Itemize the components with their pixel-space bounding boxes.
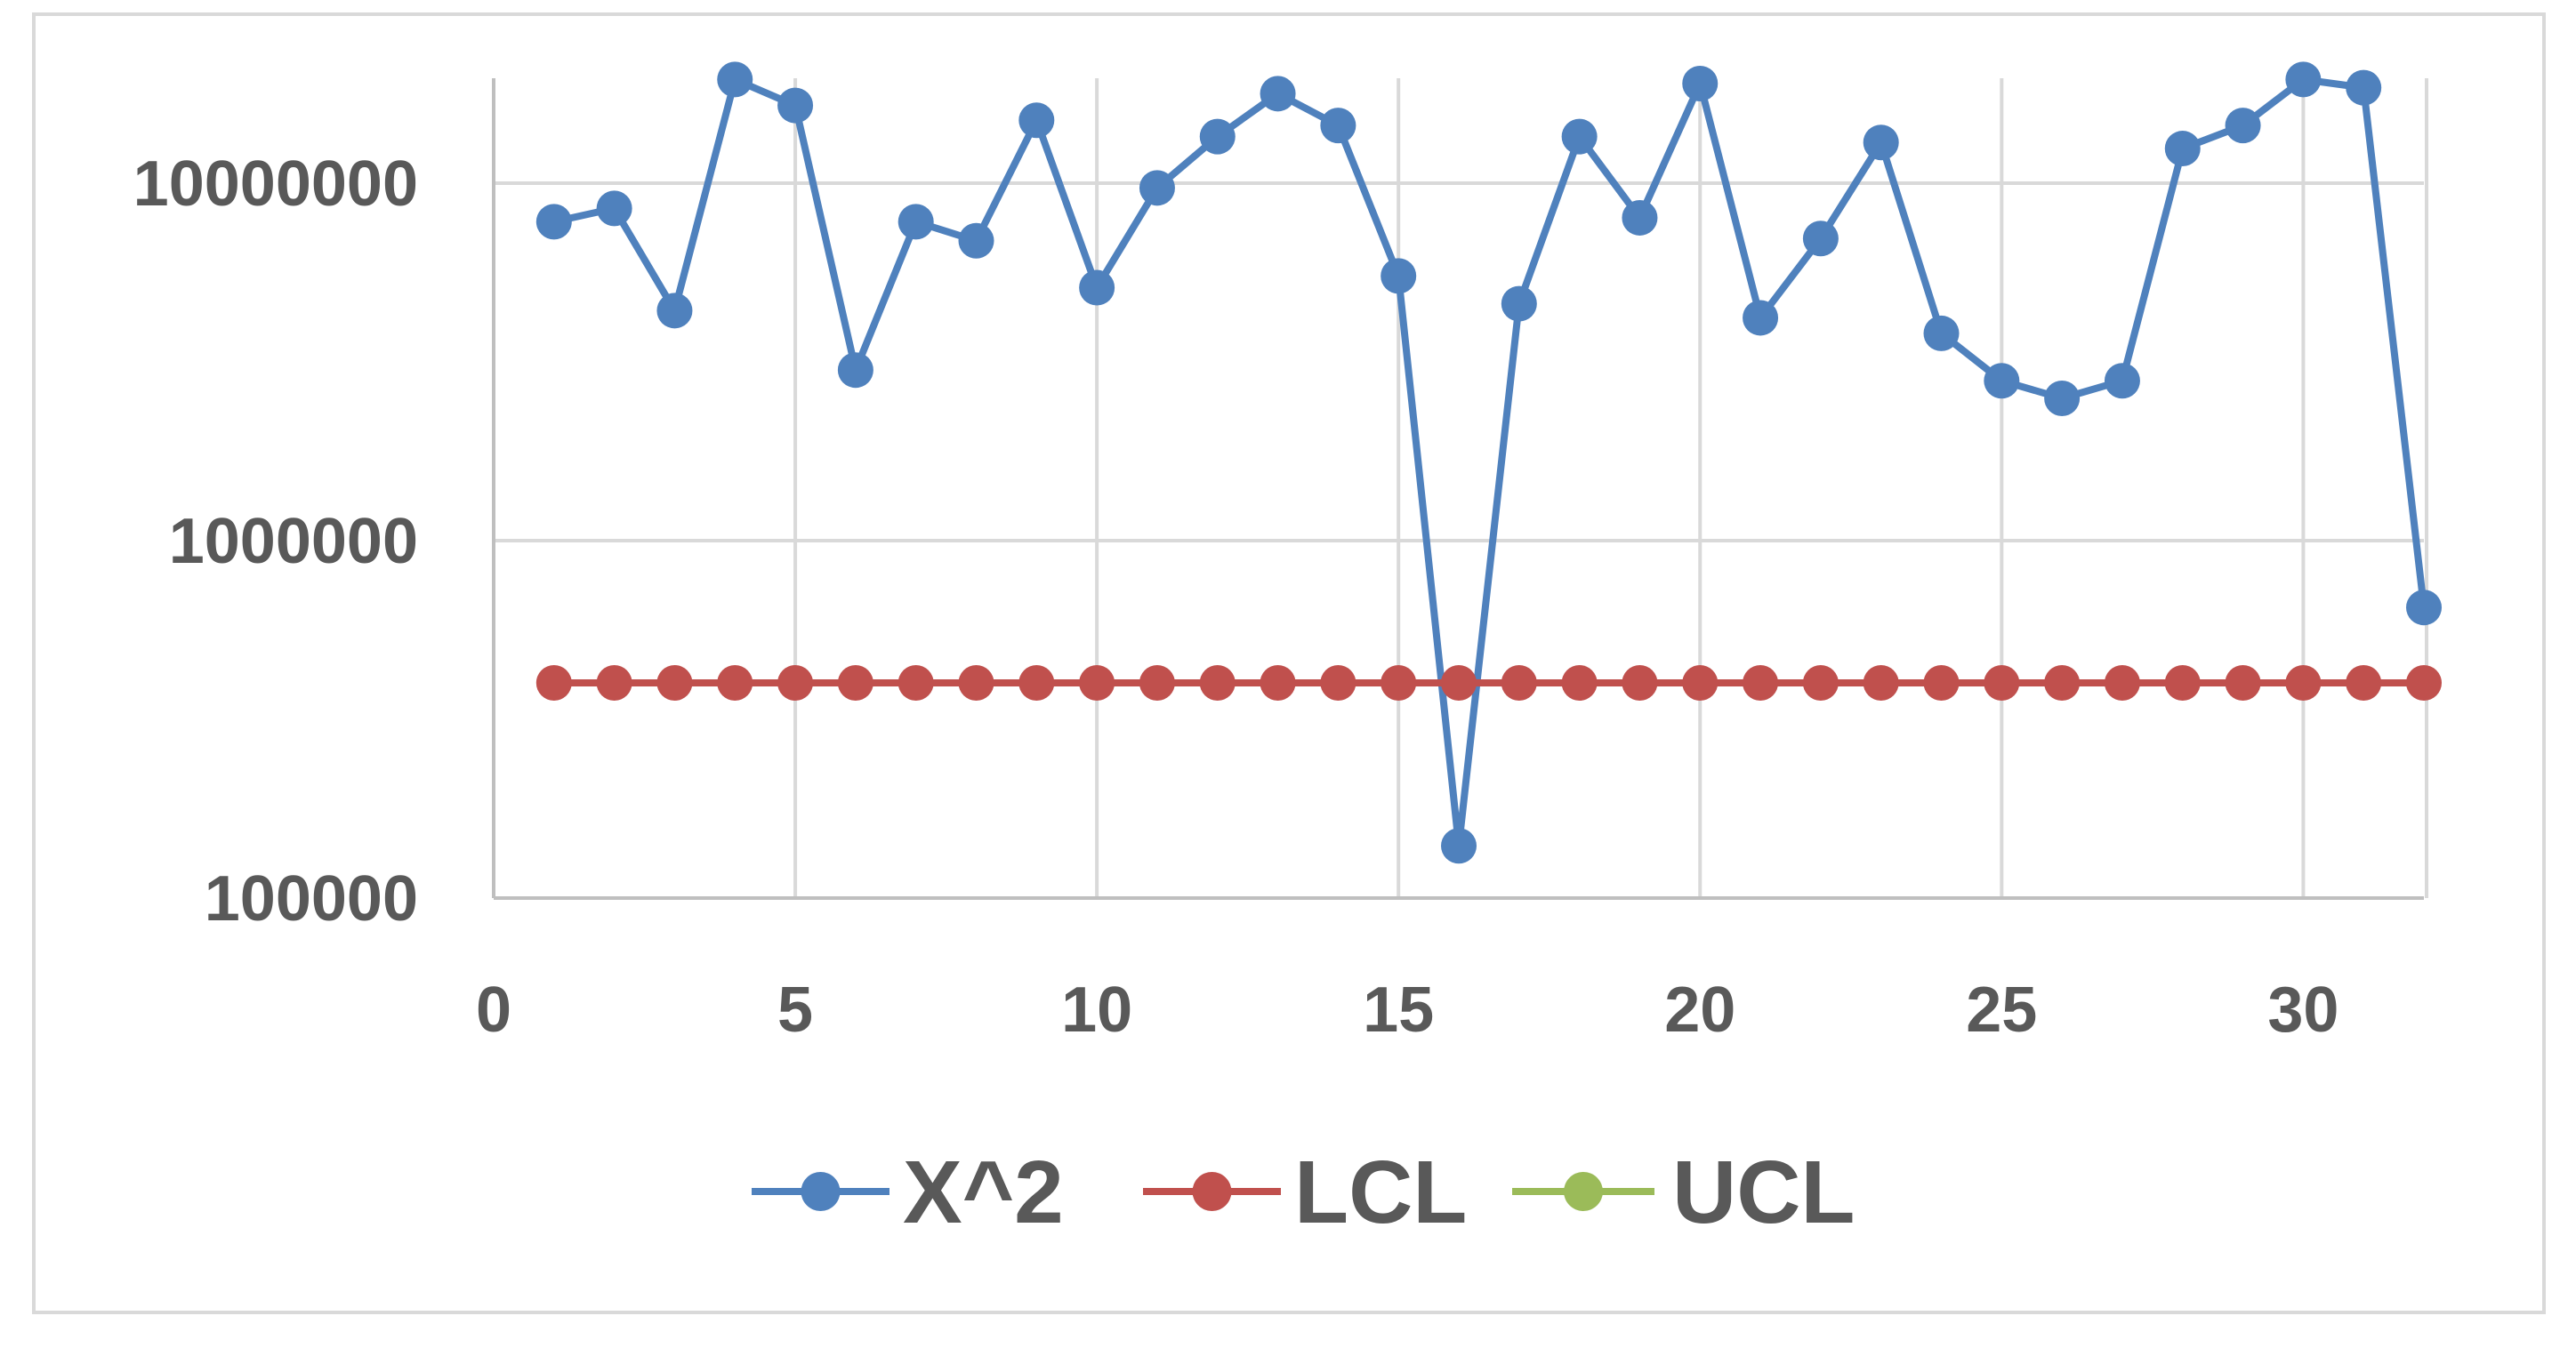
data-point-lcl <box>1079 664 1115 701</box>
data-point-x2 <box>1622 199 1658 236</box>
data-point-lcl <box>2104 664 2140 701</box>
data-point-x2 <box>1923 315 1960 351</box>
legend-label-x2: X^2 <box>903 1143 1064 1242</box>
data-point-x2 <box>1381 258 1417 294</box>
data-point-x2 <box>1139 170 1175 206</box>
data-point-x2 <box>777 87 814 124</box>
data-point-lcl <box>535 664 572 701</box>
data-point-x2 <box>596 190 632 227</box>
data-point-x2 <box>958 222 994 259</box>
data-point-x2 <box>1260 76 1296 112</box>
legend-marker-ucl <box>1564 1172 1603 1211</box>
y-tick-label: 10000000 <box>133 148 418 220</box>
data-point-x2 <box>717 61 753 98</box>
x-tick-label: 30 <box>2267 975 2339 1046</box>
x-tick-label: 20 <box>1664 975 1735 1046</box>
data-point-x2 <box>1561 118 1598 155</box>
data-point-lcl <box>656 664 693 701</box>
data-point-lcl <box>2164 664 2201 701</box>
x-tick-label: 5 <box>777 975 813 1046</box>
data-point-x2 <box>1682 65 1719 101</box>
chart-border <box>32 12 2546 1314</box>
data-point-x2 <box>1863 124 1899 161</box>
legend: X^2 LCL UCL <box>752 1143 1856 1242</box>
data-point-x2 <box>2346 69 2382 106</box>
data-point-lcl <box>1802 664 1839 701</box>
data-point-x2 <box>1441 828 1477 864</box>
data-point-x2 <box>898 204 934 240</box>
data-point-lcl <box>1260 664 1296 701</box>
data-point-lcl <box>2346 664 2382 701</box>
data-point-lcl <box>898 664 934 701</box>
y-tick-label: 100000 <box>205 863 418 935</box>
data-point-x2 <box>2164 131 2201 167</box>
x-tick-label: 15 <box>1363 975 1434 1046</box>
data-point-x2 <box>1501 285 1537 322</box>
data-point-x2 <box>1079 269 1115 306</box>
x-tick-label: 25 <box>1966 975 2037 1046</box>
x-tick-label: 10 <box>1061 975 1132 1046</box>
legend-marker-lcl <box>1192 1172 1232 1211</box>
data-point-lcl <box>1923 664 1960 701</box>
data-point-x2 <box>2225 108 2261 144</box>
data-point-lcl <box>1441 664 1477 701</box>
data-point-x2 <box>1802 221 1839 257</box>
data-point-x2 <box>1199 118 1236 155</box>
data-point-x2 <box>2285 61 2322 98</box>
data-point-x2 <box>2104 363 2140 399</box>
data-point-lcl <box>1682 664 1719 701</box>
data-point-x2 <box>656 293 693 329</box>
data-point-lcl <box>1381 664 1417 701</box>
data-point-lcl <box>1863 664 1899 701</box>
y-tick-label: 1000000 <box>169 506 418 577</box>
data-point-lcl <box>1501 664 1537 701</box>
data-point-lcl <box>837 664 873 701</box>
data-point-lcl <box>1139 664 1175 701</box>
data-point-lcl <box>2044 664 2081 701</box>
data-point-x2 <box>1984 363 2020 399</box>
data-point-lcl <box>1561 664 1598 701</box>
legend-label-ucl: UCL <box>1672 1143 1856 1242</box>
data-point-lcl <box>1743 664 1779 701</box>
data-point-lcl <box>596 664 632 701</box>
data-point-x2 <box>535 204 572 240</box>
data-point-x2 <box>2406 590 2442 626</box>
legend-label-lcl: LCL <box>1294 1143 1467 1242</box>
data-point-lcl <box>2285 664 2322 701</box>
data-point-lcl <box>958 664 994 701</box>
series-lines <box>535 61 2442 864</box>
data-point-x2 <box>1320 108 1356 144</box>
data-point-x2 <box>2044 381 2081 417</box>
data-point-lcl <box>777 664 814 701</box>
data-point-lcl <box>717 664 753 701</box>
data-point-x2 <box>1018 102 1055 139</box>
data-point-lcl <box>1984 664 2020 701</box>
data-point-x2 <box>837 352 873 389</box>
tick-labels: 100000 1000000 10000000 0 5 10 15 20 25 30 <box>133 148 2339 1046</box>
data-point-lcl <box>1320 664 1356 701</box>
data-point-lcl <box>1199 664 1236 701</box>
axes <box>492 78 2424 900</box>
data-point-lcl <box>2225 664 2261 701</box>
x-tick-label: 0 <box>476 975 511 1046</box>
data-point-lcl <box>1622 664 1658 701</box>
data-point-lcl <box>2406 664 2442 701</box>
legend-marker-x2 <box>801 1172 841 1211</box>
data-point-x2 <box>1743 300 1779 336</box>
data-point-lcl <box>1018 664 1055 701</box>
